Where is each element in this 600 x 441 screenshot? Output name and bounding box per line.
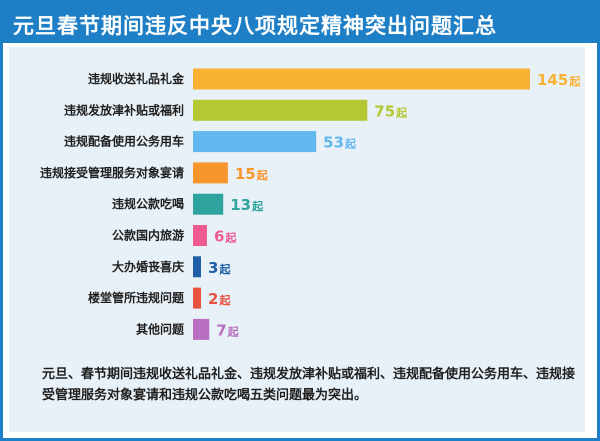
- value-number: 6: [214, 228, 224, 246]
- category-label: 违规接受管理服务对象宴请: [40, 165, 184, 180]
- value-unit: 起: [218, 262, 231, 276]
- title-bar: 元旦春节期间违反中央八项规定精神突出问题汇总: [3, 3, 597, 43]
- value-label: 145起: [537, 71, 581, 89]
- value-number: 53: [323, 134, 344, 152]
- bar: [193, 162, 228, 184]
- value-unit: 起: [218, 293, 231, 307]
- value-label: 75起: [374, 102, 408, 120]
- bar: [193, 287, 201, 309]
- value-label: 7起: [216, 321, 239, 339]
- value-number: 145: [537, 71, 568, 89]
- summary-text: 元旦、春节期间违规收送礼品礼金、违规发放津补贴或福利、违规配备使用公务用车、违规…: [42, 367, 576, 403]
- value-unit: 起: [395, 105, 408, 119]
- category-label: 公款国内旅游: [112, 228, 184, 243]
- category-label: 违规收送礼品礼金: [88, 71, 185, 86]
- value-unit: 起: [568, 74, 581, 88]
- value-unit: 起: [256, 168, 269, 182]
- category-label: 违规公款吃喝: [112, 196, 184, 211]
- bar: [193, 193, 224, 215]
- category-label: 大办婚丧喜庆: [112, 259, 184, 274]
- bar: [193, 318, 210, 340]
- value-label: 15起: [235, 165, 269, 183]
- category-label: 楼堂管所违规问题: [88, 290, 185, 305]
- value-unit: 起: [344, 137, 357, 151]
- value-label: 3起: [208, 259, 231, 277]
- value-unit: 起: [224, 231, 237, 245]
- bar: [193, 131, 317, 153]
- value-unit: 起: [251, 199, 264, 213]
- category-label: 违规发放津补贴或福利: [64, 102, 184, 117]
- value-label: 53起: [323, 134, 357, 152]
- page-title: 元旦春节期间违反中央八项规定精神突出问题汇总: [13, 14, 497, 38]
- value-number: 3: [208, 259, 218, 277]
- value-number: 75: [374, 102, 395, 120]
- bar: [193, 256, 201, 278]
- category-label: 其他问题: [136, 321, 185, 336]
- value-label: 13起: [230, 196, 264, 214]
- value-number: 2: [208, 290, 218, 308]
- value-label: 6起: [214, 228, 237, 246]
- value-number: 15: [235, 165, 256, 183]
- category-label: 违规配备使用公务用车: [64, 134, 184, 149]
- value-unit: 起: [227, 324, 240, 338]
- bar: [193, 68, 530, 90]
- value-number: 13: [230, 196, 251, 214]
- value-label: 2起: [208, 290, 231, 308]
- bar: [193, 225, 207, 246]
- value-number: 7: [216, 321, 226, 339]
- bar: [193, 99, 368, 121]
